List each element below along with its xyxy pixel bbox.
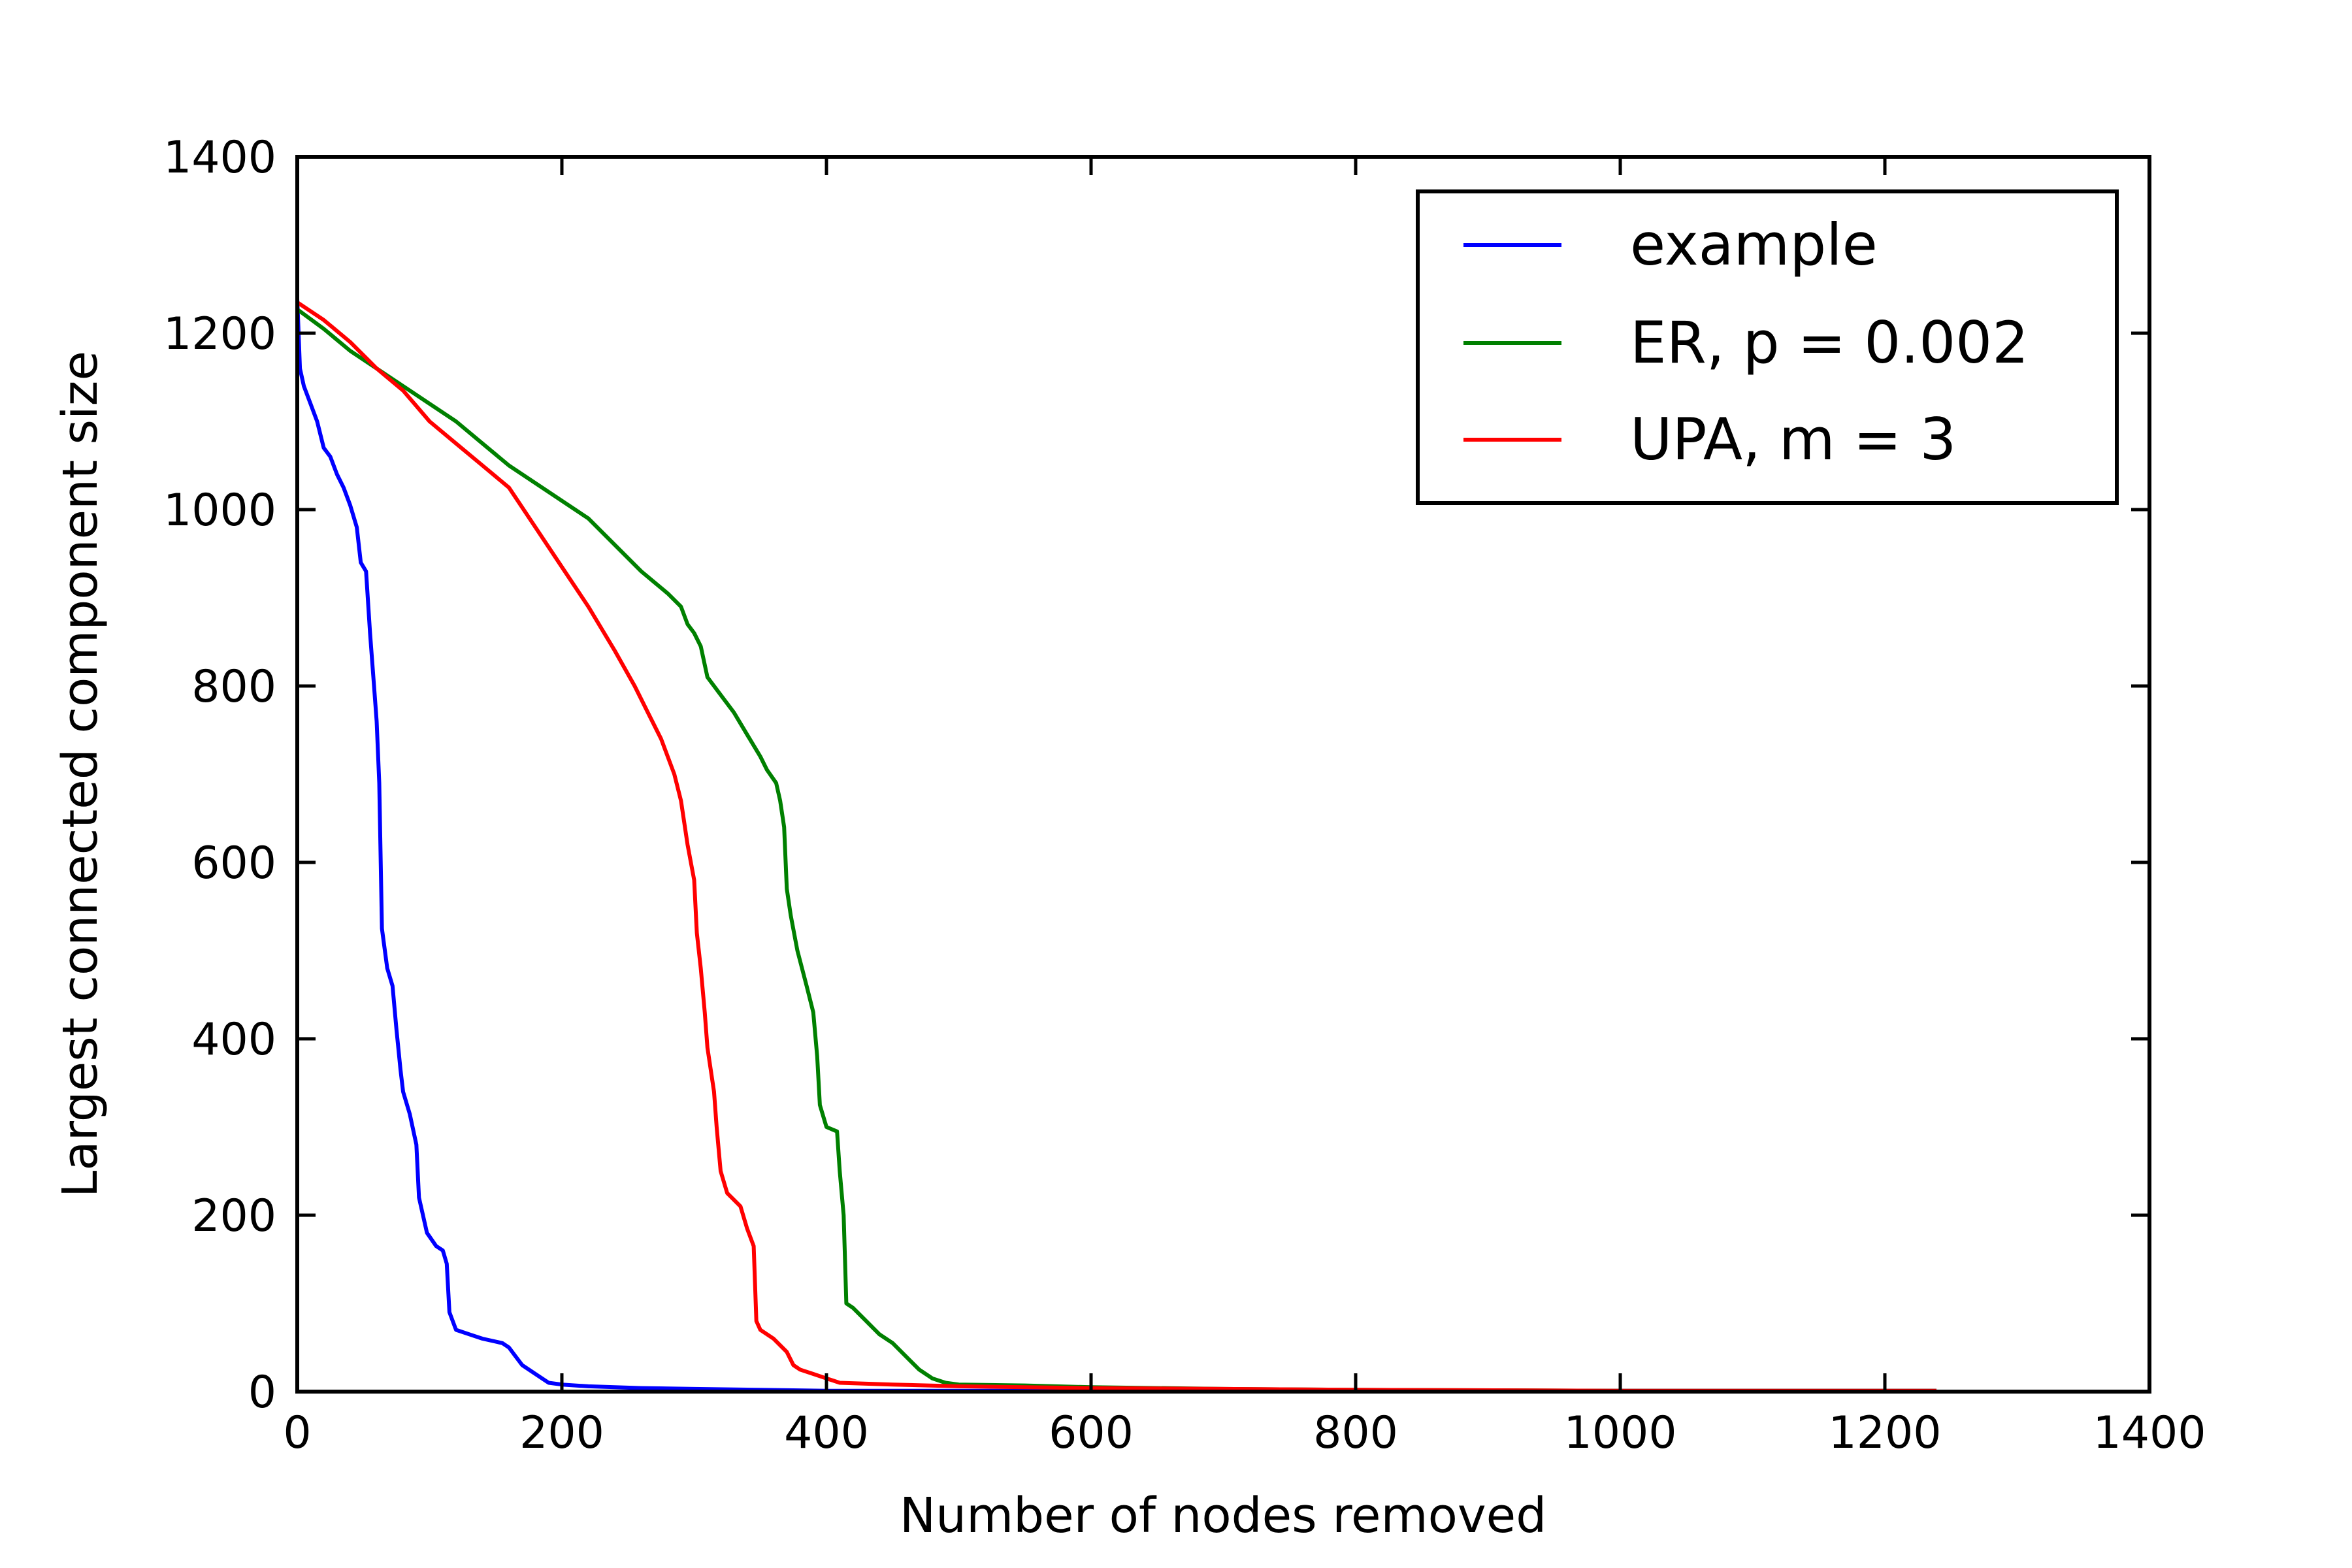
y-tick-label: 400: [191, 1014, 276, 1066]
series-line-example: [295, 299, 1936, 1393]
legend-entry-upa: UPA, m = 3: [1630, 406, 1956, 473]
ticks-layer: [297, 157, 2149, 1392]
x-tick-label: 1400: [2093, 1407, 2206, 1459]
y-tick-label: 800: [191, 661, 276, 713]
x-tick-label: 1000: [1563, 1407, 1676, 1459]
y-tick-label: 200: [191, 1190, 276, 1242]
y-tick-label: 1000: [163, 485, 276, 536]
legend-entry-er: ER, p = 0.002: [1630, 309, 2029, 376]
series-line-er-p-0-002: [296, 308, 1936, 1393]
y-tick-label: 0: [248, 1367, 276, 1418]
legend-entry-example: example: [1630, 211, 1878, 278]
series-layer: [295, 299, 1936, 1393]
y-axis-label: Largest connected component size: [52, 351, 108, 1198]
x-tick-label: 0: [283, 1407, 311, 1459]
x-tick-label: 600: [1049, 1407, 1134, 1459]
x-tick-label: 200: [519, 1407, 604, 1459]
tick-labels: 0 200 400 600 800 1000 1200 1400 0 200 400 600 800 10…: [163, 132, 2206, 1459]
legend: example ER, p = 0.002 UPA, m = 3: [1416, 189, 2119, 505]
y-tick-label: 600: [191, 838, 276, 889]
x-tick-label: 1200: [1828, 1407, 1941, 1459]
y-tick-label: 1400: [163, 132, 276, 184]
x-tick-label: 800: [1313, 1407, 1398, 1459]
y-tick-label: 1200: [163, 308, 276, 360]
series-line-upa-m-3: [296, 301, 1936, 1393]
x-axis-label: Number of nodes removed: [900, 1488, 1546, 1544]
x-tick-label: 400: [784, 1407, 869, 1459]
plot-frame: [295, 155, 2151, 1394]
